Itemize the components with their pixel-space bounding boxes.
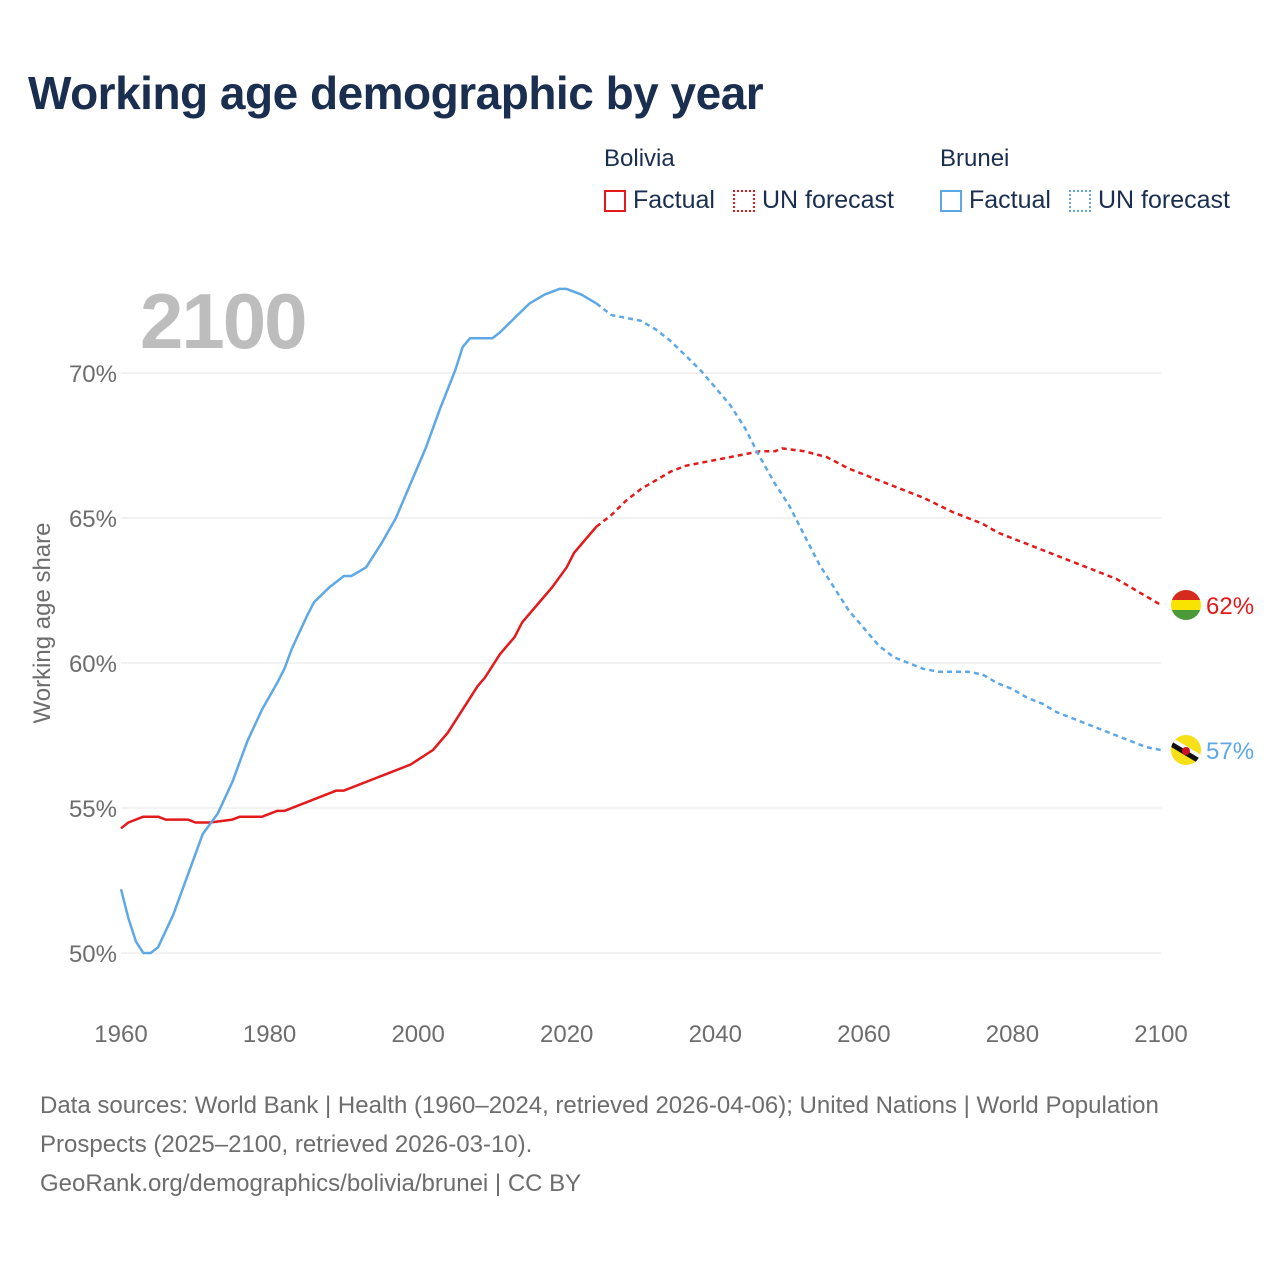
legend-country-bolivia: Bolivia	[604, 145, 675, 172]
y-axis-label: Working age share	[29, 523, 56, 724]
chart-area: 50% 55% 60% 65% 70% 1960 1980 2000 2020 2040 2060…	[29, 287, 1254, 1048]
gridlines	[121, 372, 1161, 954]
legend-item-bolivia-forecast[interactable]: UN forecast	[732, 186, 894, 215]
bolivia-flag	[1171, 590, 1201, 620]
x-tick-label: 1980	[243, 1021, 296, 1048]
bolivia-forecast-line[interactable]	[595, 447, 1162, 607]
y-tick-label: 50%	[69, 941, 117, 968]
x-tick-label: 2060	[837, 1021, 890, 1048]
x-tick-label: 2040	[689, 1021, 742, 1048]
brunei-end-label: 57%	[1206, 738, 1254, 765]
legend-label: UN forecast	[761, 186, 894, 214]
brunei-forecast-line[interactable]	[595, 302, 1162, 752]
legend-item-bolivia-factual[interactable]: Factual	[604, 186, 715, 215]
bolivia-factual-line[interactable]	[120, 525, 598, 830]
legend-swatch-solid	[604, 189, 626, 212]
series-lines	[119, 287, 1162, 955]
y-tick-label: 70%	[69, 361, 117, 388]
legend-item-brunei-forecast[interactable]: UN forecast	[1068, 186, 1230, 215]
bolivia-end-label: 62%	[1206, 593, 1254, 620]
legend-label: Factual	[633, 186, 715, 214]
brunei-factual-line[interactable]	[119, 287, 598, 955]
legend-group-brunei: Brunei Factual UN forecast	[940, 144, 1248, 215]
footer: Data sources: World Bank | Health (1960–…	[40, 1086, 1220, 1203]
legend-label: UN forecast	[1097, 186, 1230, 214]
legend-group-bolivia: Bolivia Factual UN forecast	[604, 144, 912, 215]
x-tick-label: 2080	[986, 1021, 1039, 1048]
x-tick-label: 2020	[540, 1021, 593, 1048]
y-tick-label: 60%	[69, 651, 117, 678]
x-axis: 1960 1980 2000 2020 2040 2060 2080 2100	[94, 1021, 1187, 1048]
y-tick-label: 65%	[69, 506, 117, 533]
source-url-text[interactable]: GeoRank.org/demographics/bolivia/brunei …	[40, 1170, 582, 1197]
brunei-flag	[1171, 735, 1201, 765]
legend-swatch-dotted	[732, 189, 755, 212]
current-year-display: 2100	[140, 277, 308, 365]
chart-title: Working age demographic by year	[28, 67, 764, 119]
y-axis: 50% 55% 60% 65% 70%	[69, 361, 117, 968]
legend-item-brunei-factual[interactable]: Factual	[940, 186, 1051, 215]
legend-country-brunei: Brunei	[940, 145, 1010, 172]
legend-label: Factual	[969, 186, 1051, 214]
data-sources-text: Data sources: World Bank | Health (1960–…	[40, 1092, 1159, 1158]
x-tick-label: 1960	[94, 1021, 147, 1048]
legend-swatch-solid	[940, 189, 962, 212]
end-markers: 62% 57%	[1171, 590, 1254, 765]
legend-swatch-dotted	[1068, 189, 1091, 212]
x-tick-label: 2000	[391, 1021, 444, 1048]
x-tick-label: 2100	[1134, 1021, 1187, 1048]
y-tick-label: 55%	[69, 796, 117, 823]
